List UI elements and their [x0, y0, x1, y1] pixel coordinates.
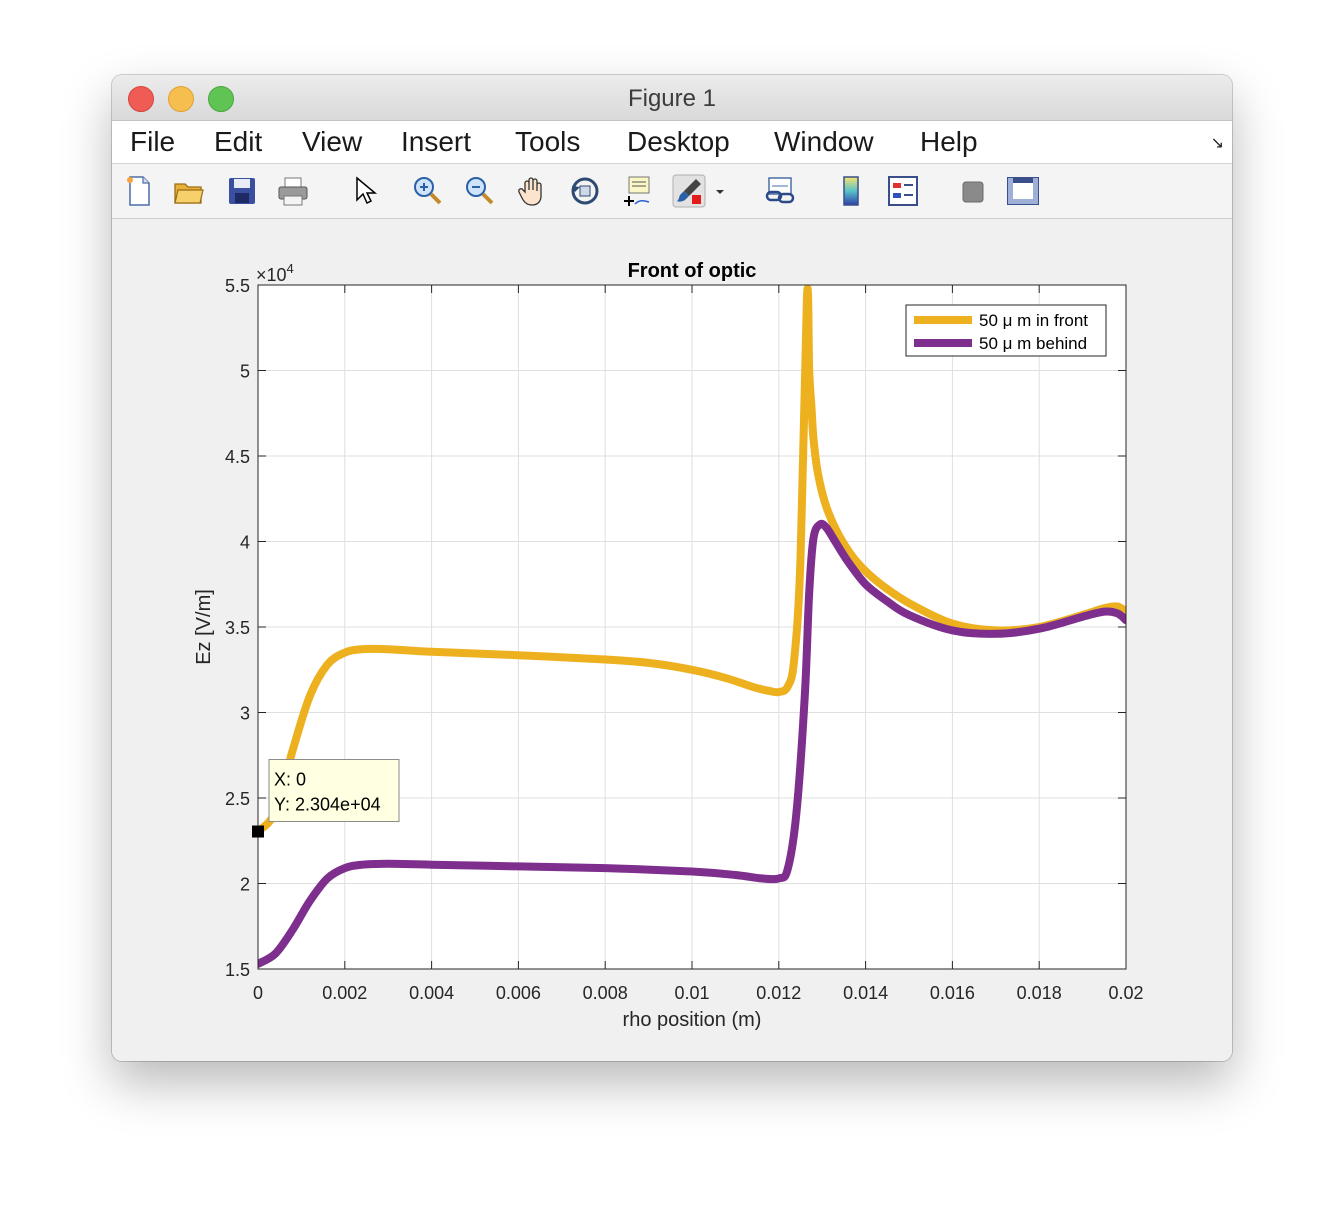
dock-arrow-icon[interactable]: ↘: [1210, 135, 1224, 152]
menu-window[interactable]: Window: [774, 126, 874, 157]
link-plot-icon[interactable]: [764, 174, 798, 208]
x-tick-label: 0.016: [930, 983, 975, 1003]
y-exponent-power: 4: [287, 261, 294, 276]
zoom-in-icon[interactable]: [410, 174, 444, 208]
legend-entry-front: 50 μ m in front: [979, 311, 1088, 330]
data-tip-marker[interactable]: [252, 825, 264, 838]
series-line-behind: [258, 519, 1126, 968]
y-tick-label: 2.5: [225, 789, 250, 809]
data-tip[interactable]: X: 0 Y: 2.304e+04: [252, 759, 400, 838]
y-exponent-base: ×10: [256, 265, 287, 285]
save-icon[interactable]: [225, 174, 259, 208]
x-tick-label: 0.01: [674, 983, 709, 1003]
brush-dropdown-icon[interactable]: [710, 174, 730, 208]
y-tick-label: 2: [240, 875, 250, 895]
figure-canvas[interactable]: 0 0.002 0.004 0.006 0.008 0.01 0.012 0.014 0.016…: [112, 219, 1232, 1061]
series-line-front: [258, 285, 1126, 836]
menu-bar: File Edit View Insert Tools Desktop Wind…: [112, 121, 1232, 164]
axis-ticks: 0 0.002 0.004 0.006 0.008 0.01 0.012 0.014 0.016…: [225, 276, 1144, 1003]
pan-icon[interactable]: [516, 174, 550, 208]
show-plot-tools-icon[interactable]: [1006, 174, 1040, 208]
grid-lines: [257, 284, 1127, 970]
chart-title: Front of optic: [628, 260, 757, 282]
y-tick-label: 4.5: [225, 447, 250, 467]
x-axis-label: rho position (m): [623, 1009, 762, 1031]
menu-view[interactable]: View: [302, 126, 363, 157]
y-tick-label: 5.5: [225, 276, 250, 296]
y-tick-label: 3: [240, 704, 250, 724]
legend-icon[interactable]: [886, 174, 920, 208]
zoom-window-button[interactable]: [208, 86, 234, 112]
open-file-icon[interactable]: [172, 174, 206, 208]
plot-lines: [258, 285, 1126, 968]
close-window-button[interactable]: [128, 86, 154, 112]
menu-file[interactable]: File: [130, 126, 176, 157]
data-tip-x: X: 0: [274, 770, 306, 790]
plot-svg: 0 0.002 0.004 0.006 0.008 0.01 0.012 0.014 0.016…: [193, 260, 1144, 1031]
menu-tools[interactable]: Tools: [515, 126, 581, 157]
data-tip-box: [268, 759, 400, 823]
menu-desktop[interactable]: Desktop: [627, 126, 730, 157]
legend[interactable]: 50 μ m in front 50 μ m behind: [905, 304, 1107, 357]
x-tick-label: 0.004: [409, 983, 454, 1003]
y-tick-label: 3.5: [225, 618, 250, 638]
data-cursor-icon[interactable]: [619, 174, 653, 208]
x-tick-label: 0.012: [756, 983, 801, 1003]
window-title: Figure 1: [627, 85, 717, 112]
legend-box: [905, 304, 1107, 357]
y-tick-label: 4: [240, 533, 250, 553]
legend-entry-behind: 50 μ m behind: [979, 334, 1087, 353]
hide-plot-tools-icon[interactable]: [956, 174, 990, 208]
print-icon[interactable]: [276, 174, 310, 208]
y-tick-label: 5: [240, 362, 250, 382]
colorbar-icon[interactable]: [834, 174, 868, 208]
pointer-icon[interactable]: [348, 174, 382, 208]
menu-edit[interactable]: Edit: [214, 126, 263, 157]
y-axis-label: Ez [V/m]: [193, 589, 215, 665]
zoom-out-icon[interactable]: [462, 174, 496, 208]
x-tick-label: 0.002: [322, 983, 367, 1003]
x-tick-label: 0.006: [496, 983, 541, 1003]
x-tick-label: 0: [253, 983, 263, 1003]
menu-help[interactable]: Help: [920, 126, 978, 157]
x-tick-label: 0.02: [1108, 983, 1143, 1003]
menu-insert[interactable]: Insert: [401, 126, 472, 157]
brush-icon[interactable]: [672, 174, 706, 208]
figure-toolbar: [112, 164, 1232, 219]
y-exponent-label: ×104: [256, 261, 294, 285]
new-figure-icon[interactable]: [122, 174, 156, 208]
figure-window: Figure 1 File Edit View Insert Tools Des…: [112, 75, 1232, 1061]
minimize-window-button[interactable]: [168, 86, 194, 112]
data-tip-y: Y: 2.304e+04: [274, 795, 381, 815]
x-tick-label: 0.008: [583, 983, 628, 1003]
x-tick-label: 0.018: [1017, 983, 1062, 1003]
title-bar[interactable]: Figure 1: [112, 75, 1232, 121]
rotate-3d-icon[interactable]: [568, 174, 602, 208]
y-tick-label: 1.5: [225, 960, 250, 980]
x-tick-label: 0.014: [843, 983, 888, 1003]
